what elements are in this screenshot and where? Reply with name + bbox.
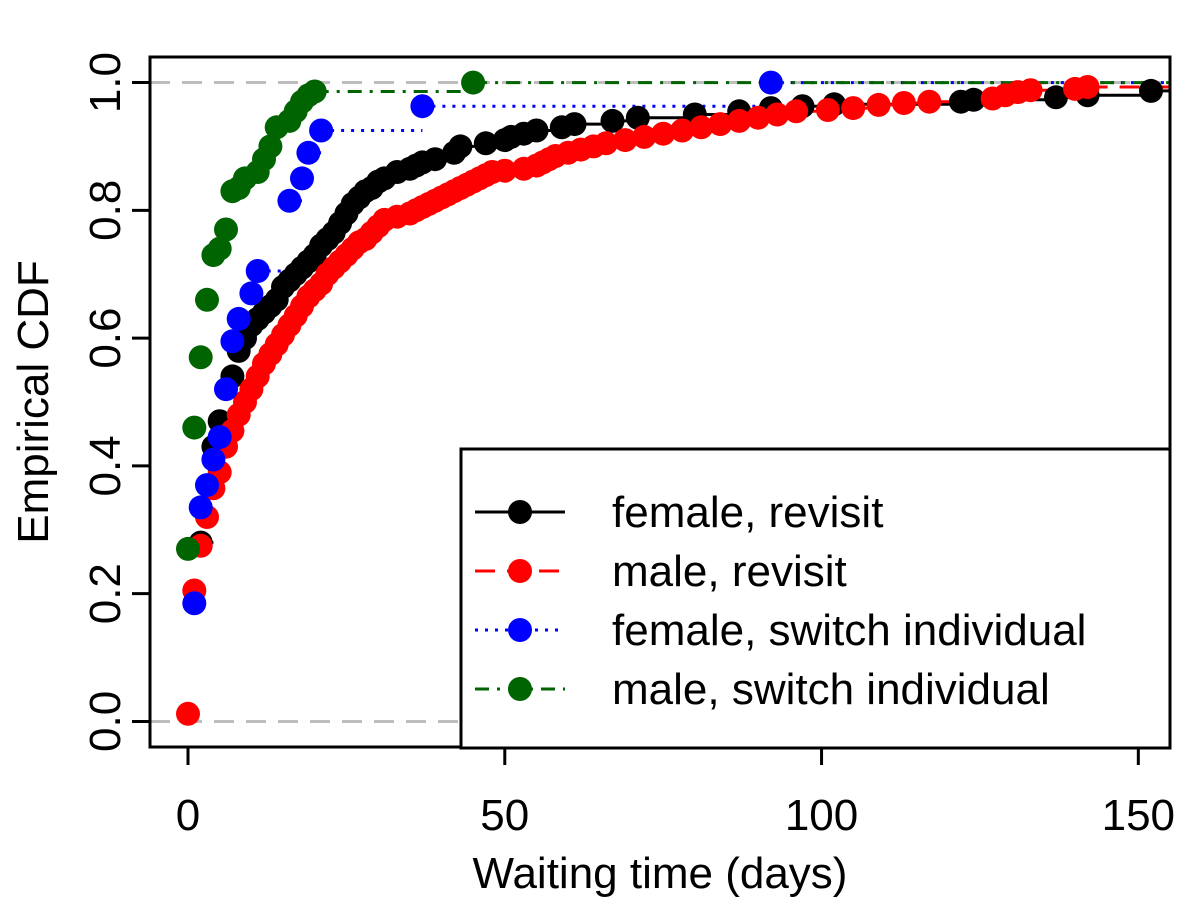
series-1-point-56 <box>594 131 619 156</box>
series-0-point-32 <box>423 147 448 172</box>
y-tick-label: 0.6 <box>81 308 130 369</box>
series-3-point-19 <box>461 70 486 95</box>
series-1-point-70 <box>891 91 916 115</box>
legend: female, revisit male, revisit female, swit… <box>459 447 1172 750</box>
series-0-point-42 <box>600 108 625 133</box>
series-2-point-1 <box>188 495 213 520</box>
series-0-point-50 <box>961 87 986 112</box>
series-2-point-8 <box>239 281 264 306</box>
series-1-point-58 <box>632 124 657 149</box>
series-2-point-6 <box>220 329 245 354</box>
y-tick-label: 1.0 <box>81 52 130 113</box>
legend-marker-3 <box>508 677 532 701</box>
series-1-point-64 <box>746 105 771 130</box>
y-tick-label: 0.8 <box>81 180 130 241</box>
series-1-point-75 <box>1018 78 1043 103</box>
series-2-point-14 <box>410 94 435 119</box>
series-points <box>176 70 1163 726</box>
x-axis: 0 50 100 150 <box>176 745 1175 840</box>
series-2-point-0 <box>182 591 207 616</box>
series-2-point-9 <box>245 259 270 283</box>
x-tick-label: 100 <box>785 791 858 840</box>
series-3-point-6 <box>214 217 238 242</box>
series-1-point-0 <box>176 701 200 726</box>
series-1-point-65 <box>765 102 790 127</box>
series-1-point-77 <box>1075 75 1100 99</box>
series-3-point-5 <box>207 236 232 261</box>
series-0-point-53 <box>1139 78 1163 103</box>
series-1-point-57 <box>613 128 638 153</box>
x-tick-label: 150 <box>1102 791 1175 840</box>
series-1-point-68 <box>841 96 866 121</box>
y-tick-label: 0.0 <box>81 691 130 752</box>
series-2-point-3 <box>201 447 226 472</box>
series-2-point-10 <box>277 188 302 213</box>
series-3-point-0 <box>176 536 200 561</box>
series-1-point-60 <box>670 118 695 143</box>
series-1-point-71 <box>917 89 942 114</box>
legend-label-2: female, switch individual <box>612 606 1086 655</box>
x-tick-label: 0 <box>176 791 200 840</box>
legend-marker-0 <box>508 500 532 524</box>
series-2-point-4 <box>207 425 232 450</box>
series-1-point-59 <box>651 121 676 146</box>
y-tick-label: 0.4 <box>81 435 130 496</box>
series-2-point-11 <box>290 166 314 191</box>
y-tick-label: 0.2 <box>81 563 130 624</box>
series-1-point-66 <box>784 99 809 124</box>
legend-marker-2 <box>508 618 532 642</box>
series-1-point-63 <box>727 108 752 133</box>
series-3-point-3 <box>195 287 219 312</box>
series-2-point-13 <box>309 118 334 143</box>
legend-box <box>459 447 1172 750</box>
series-3-point-12 <box>258 134 283 159</box>
series-0-point-34 <box>448 134 473 159</box>
series-1-point-67 <box>815 98 840 122</box>
legend-label-0: female, revisit <box>612 488 883 537</box>
series-1-point-47 <box>492 158 517 183</box>
series-3-point-1 <box>182 415 207 440</box>
series-1-point-69 <box>866 92 891 117</box>
series-2-point-12 <box>296 140 321 165</box>
series-3-point-2 <box>188 345 213 370</box>
series-2-point-15 <box>758 70 783 95</box>
series-1-point-62 <box>708 112 733 137</box>
legend-marker-1 <box>508 559 532 583</box>
legend-label-1: male, revisit <box>612 547 847 596</box>
series-2-point-2 <box>195 473 219 498</box>
series-2-point-7 <box>226 306 251 331</box>
series-1-point-61 <box>689 115 714 140</box>
y-axis: 0.0 0.2 0.4 0.6 0.8 1.0 <box>81 52 152 752</box>
series-3-point-18 <box>302 79 327 104</box>
y-axis-title: Empirical CDF <box>9 260 58 544</box>
legend-label-3: male, switch individual <box>612 665 1050 714</box>
x-axis-title: Waiting time (days) <box>473 849 848 898</box>
series-0-point-51 <box>1044 85 1068 110</box>
series-0-point-41 <box>562 112 587 137</box>
series-0-point-43 <box>625 105 650 130</box>
x-tick-label: 50 <box>480 791 529 840</box>
series-0-point-39 <box>524 118 549 143</box>
series-2-point-5 <box>214 377 238 402</box>
series-0-point-35 <box>473 131 498 156</box>
